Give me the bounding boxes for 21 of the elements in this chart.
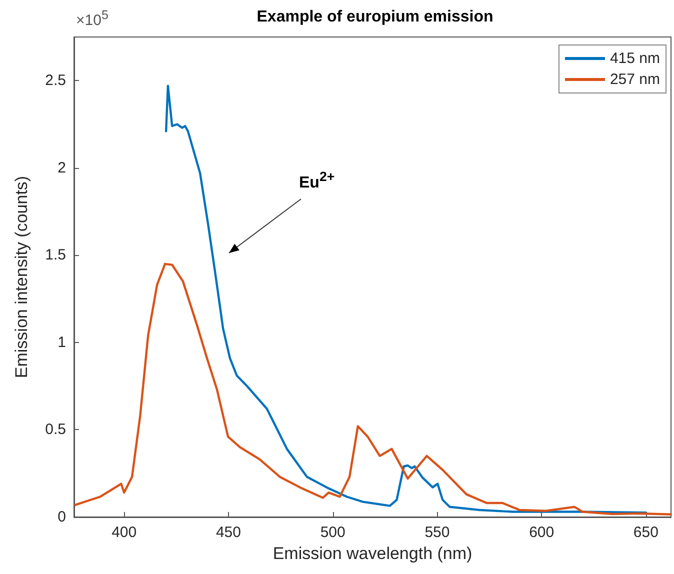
x-tick-label: 550 [424,524,450,541]
y-axis-title: Emission intensity (counts) [12,176,31,378]
x-axis-title: Emission wavelength (nm) [272,544,472,563]
x-tick-label: 600 [529,524,554,541]
x-tick-label: 500 [320,524,346,541]
x-tick-label: 650 [633,524,658,541]
x-tick-label: 400 [112,524,137,541]
y-tick-label: 0.5 [45,421,66,438]
annotation: Eu$^{2+}$ [299,169,335,192]
line-series [164,84,648,514]
chart-title: Example of europium emission [256,8,494,26]
x-tick-label: 450 [216,524,241,541]
legend-label: 257 nm [610,71,660,88]
text: ×10$^{5}$ [76,8,108,29]
y-tick-label: 2.5 [45,72,66,90]
y-tick-label: 1.5 [45,246,66,264]
line-series [74,262,672,516]
y-tick-label: 0 [58,508,66,526]
legend-label: 415 nm [610,50,660,67]
y-tick-label: 1 [58,334,66,351]
y-tick-label: 2 [58,159,66,176]
